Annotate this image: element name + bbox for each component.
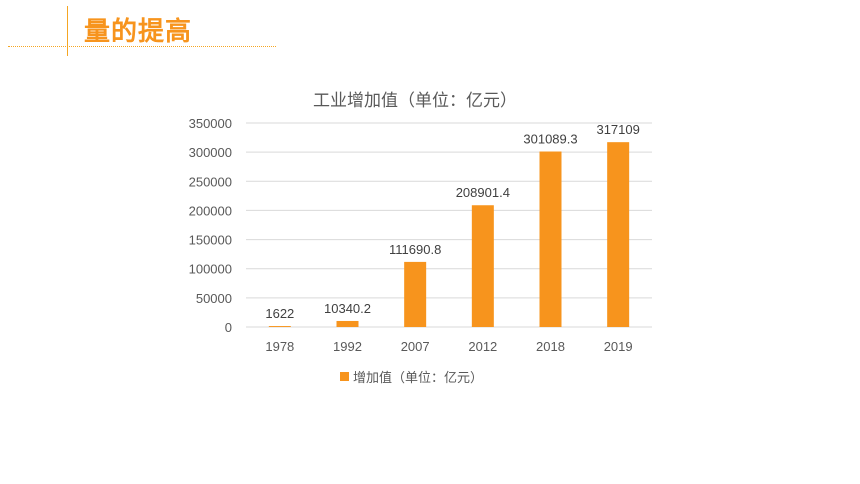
bar — [471, 205, 494, 327]
x-tick-label: 1992 — [333, 339, 362, 354]
legend-swatch — [340, 372, 349, 381]
y-tick-label: 300000 — [189, 145, 232, 160]
data-label: 1622 — [265, 306, 294, 321]
y-tick-label: 200000 — [189, 203, 232, 218]
y-tick-label: 0 — [225, 320, 232, 335]
data-label: 301089.3 — [523, 132, 577, 147]
bar — [539, 151, 562, 327]
bar — [268, 326, 291, 327]
y-tick-label: 250000 — [189, 174, 232, 189]
chart-legend: 增加值（单位：亿元） — [340, 367, 483, 386]
data-label: 10340.2 — [324, 301, 371, 316]
data-label: 208901.4 — [456, 185, 510, 200]
bar — [336, 320, 359, 327]
y-tick-label: 350000 — [189, 116, 232, 131]
x-tick-label: 1978 — [265, 339, 294, 354]
page-title: 量的提高 — [84, 17, 193, 47]
header-accent-line — [67, 6, 68, 56]
chart-title: 工业增加值（单位：亿元） — [313, 91, 517, 111]
data-label: 317109 — [596, 122, 639, 137]
data-label: 111690.8 — [389, 242, 441, 257]
bar — [404, 261, 427, 327]
legend-label: 增加值（单位：亿元） — [353, 371, 484, 386]
x-tick-label: 2007 — [401, 339, 430, 354]
y-tick-label: 100000 — [189, 262, 232, 277]
x-tick-label: 2019 — [604, 339, 633, 354]
y-tick-label: 150000 — [189, 233, 232, 248]
x-tick-label: 2012 — [468, 339, 497, 354]
bar — [607, 142, 630, 327]
y-tick-label: 50000 — [196, 291, 232, 306]
x-tick-label: 2018 — [536, 339, 565, 354]
header-divider — [8, 46, 276, 47]
